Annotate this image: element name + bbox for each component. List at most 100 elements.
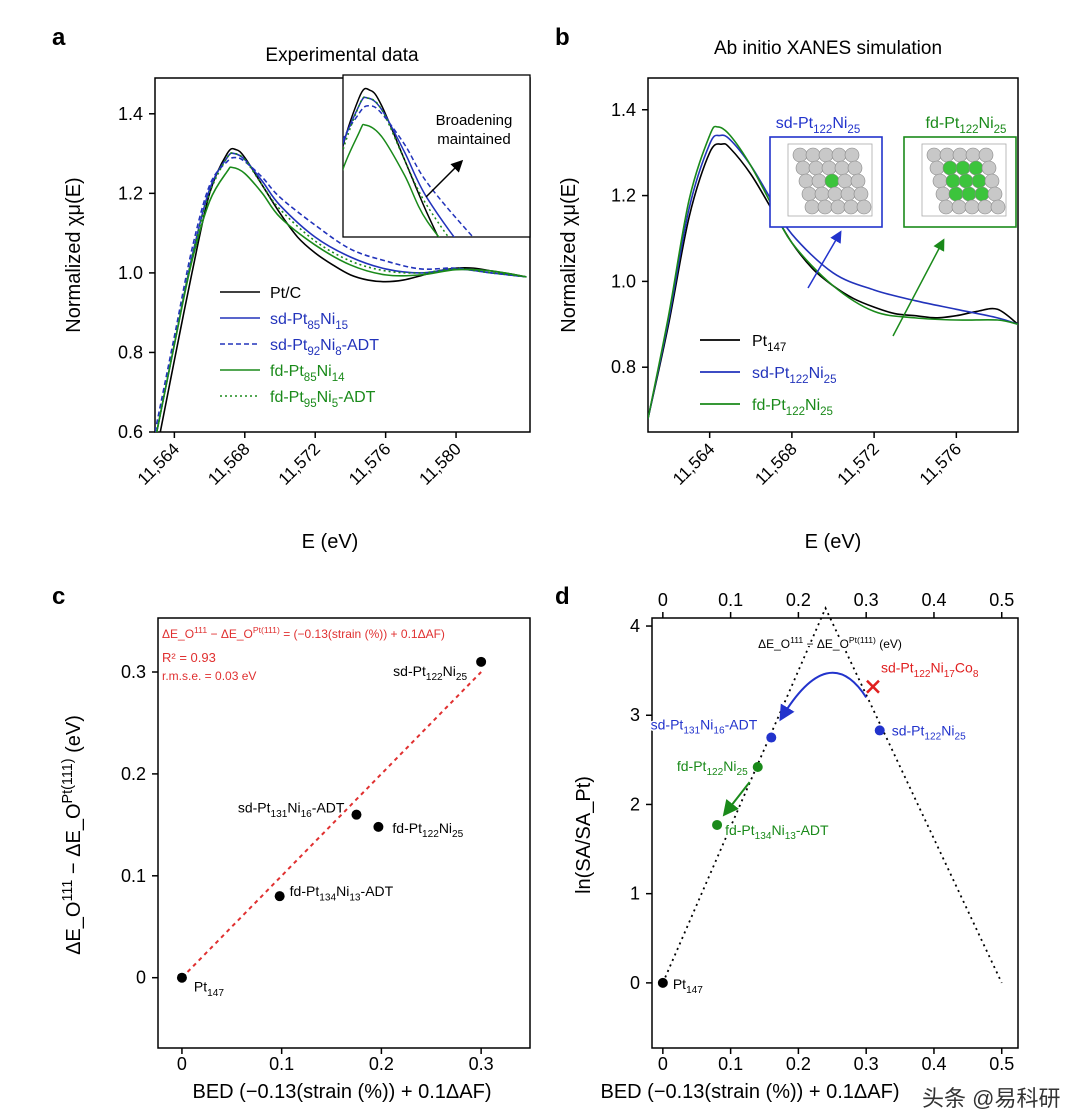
atom xyxy=(939,147,955,163)
point-label: sd-Pt131Ni16-ADT xyxy=(651,717,758,737)
atom xyxy=(847,160,863,176)
atom xyxy=(853,186,869,202)
legend-label: sd-Pt85Ni15 xyxy=(270,311,348,332)
x-tick-label: 11,572 xyxy=(275,439,324,488)
series-line xyxy=(155,156,527,432)
atom xyxy=(818,147,834,163)
atom xyxy=(827,186,843,202)
shift-arrow-green xyxy=(722,781,751,817)
data-point xyxy=(351,809,362,820)
x-tick-label: 11,576 xyxy=(345,439,394,488)
x-tick-label: 11,580 xyxy=(416,439,465,488)
y-tick-label: 1.2 xyxy=(118,183,143,203)
data-point xyxy=(874,725,885,736)
inset-series-group xyxy=(343,87,474,237)
y-tick-label: 0.2 xyxy=(121,764,146,784)
y-tick-label: 0.6 xyxy=(118,422,143,442)
y-axis-label: Normalized χμ(E) xyxy=(63,177,85,332)
y-tick-label: 1.0 xyxy=(118,263,143,283)
series-group xyxy=(155,147,527,432)
point-label: sd-Pt122Ni25 xyxy=(892,722,966,742)
y-tick-label: 1.0 xyxy=(611,271,636,291)
y-tick-label: 3 xyxy=(630,705,640,725)
data-point xyxy=(712,819,723,830)
chart-title: Experimental data xyxy=(265,45,419,66)
point-label: Pt147 xyxy=(194,979,224,999)
top-x-tick-label: 0.3 xyxy=(854,590,879,610)
y-tick-label: 1.2 xyxy=(611,186,636,206)
y-tick-label: 0.1 xyxy=(121,866,146,886)
y-tick-label: 2 xyxy=(630,794,640,814)
structure-pointer-arrow xyxy=(807,230,842,289)
atom xyxy=(824,173,840,189)
x-axis-label: E (eV) xyxy=(302,531,359,553)
y-axis-label: ΔE_O111 − ΔE_OPt(111) (eV) xyxy=(60,715,85,955)
legend-label: Pt/C xyxy=(270,285,301,302)
atom xyxy=(952,147,968,163)
atom xyxy=(805,147,821,163)
r-squared: R² = 0.93 xyxy=(162,650,216,665)
y-tick-label: 0 xyxy=(630,973,640,993)
data-point xyxy=(176,972,187,983)
atom xyxy=(837,173,853,189)
x-tick-label: 0 xyxy=(658,1054,668,1074)
panel-label-a: a xyxy=(52,24,66,51)
y-tick-label: 0.8 xyxy=(118,342,143,362)
x-tick-label: 0.5 xyxy=(989,1054,1014,1074)
x-axis-label: E (eV) xyxy=(805,531,862,553)
atom xyxy=(984,173,1000,189)
plot-frame xyxy=(647,77,1019,433)
atom xyxy=(926,147,942,163)
x-tick-label: 0.2 xyxy=(369,1054,394,1074)
structure-pointer-arrow xyxy=(892,238,945,337)
point-label: fd-Pt122Ni25 xyxy=(677,758,748,778)
atom xyxy=(792,147,808,163)
legend-label: sd-Pt122Ni25 xyxy=(752,365,836,386)
series-line xyxy=(648,125,1018,419)
panel-label-b: b xyxy=(555,24,570,51)
x-tick-label: 0.3 xyxy=(469,1054,494,1074)
atom xyxy=(830,199,846,215)
atom xyxy=(801,186,817,202)
data-point xyxy=(657,977,668,988)
y-tick-label: 0.3 xyxy=(121,662,146,682)
atom xyxy=(955,160,971,176)
nanoparticle-structure-image xyxy=(921,143,1007,217)
x-tick-label: 11,572 xyxy=(834,439,883,488)
point-label: sd-Pt122Ni25 xyxy=(393,663,467,683)
atom xyxy=(945,173,961,189)
atom xyxy=(971,173,987,189)
atom xyxy=(951,199,967,215)
point-label: fd-Pt122Ni25 xyxy=(392,820,463,840)
atom xyxy=(977,199,993,215)
data-point-cross xyxy=(866,679,880,694)
top-x-tick-label: 0.4 xyxy=(921,590,946,610)
fit-equation: ΔE_O111 − ΔE_OPt(111) = (−0.13(strain (%… xyxy=(162,625,445,641)
y-tick-label: 4 xyxy=(630,616,640,636)
y-tick-label: 0 xyxy=(136,968,146,988)
top-x-tick-label: 0 xyxy=(658,590,668,610)
atom xyxy=(844,147,860,163)
x-tick-label: 0.4 xyxy=(921,1054,946,1074)
series-line xyxy=(648,134,1018,419)
fit-line xyxy=(181,671,482,979)
atom xyxy=(990,199,1006,215)
x-tick-label: 11,564 xyxy=(669,439,718,488)
atom xyxy=(834,160,850,176)
legend-label: Pt147 xyxy=(752,333,786,354)
point-label: sd-Pt122Ni17Co8 xyxy=(881,660,979,680)
atom xyxy=(968,160,984,176)
structure-label: fd-Pt122Ni25 xyxy=(926,115,1007,136)
plot-frame xyxy=(651,617,1019,1049)
atom xyxy=(964,199,980,215)
series-line xyxy=(155,152,527,432)
top-x-tick-label: 0.1 xyxy=(718,590,743,610)
atom xyxy=(850,173,866,189)
nanoparticle-structure-image xyxy=(787,143,873,217)
watermark: 头条 @易科研 xyxy=(922,1086,1060,1111)
legend-label: fd-Pt95Ni5-ADT xyxy=(270,389,376,410)
y-tick-label: 1 xyxy=(630,884,640,904)
legend-label: sd-Pt92Ni8-ADT xyxy=(270,337,379,358)
y-tick-label: 0.8 xyxy=(611,357,636,377)
